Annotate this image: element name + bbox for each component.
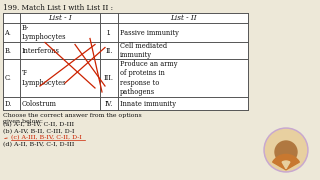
Wedge shape [273, 154, 299, 170]
Text: IV.: IV. [105, 100, 113, 107]
Text: Choose the correct answer from the options
given below:: Choose the correct answer from the optio… [3, 113, 142, 124]
Text: (b) A-IV, B-II, C-III, D-I: (b) A-IV, B-II, C-III, D-I [3, 129, 75, 134]
Text: 199. Match List I with List II :: 199. Match List I with List II : [3, 4, 113, 12]
Text: Colostrum: Colostrum [22, 100, 57, 107]
Text: B-
Lymphocytes: B- Lymphocytes [22, 24, 67, 41]
Text: Innate immunity: Innate immunity [120, 100, 176, 107]
Text: (d) A-II, B-IV, C-I, D-III: (d) A-II, B-IV, C-I, D-III [3, 141, 74, 147]
Text: List - II: List - II [170, 14, 196, 22]
Text: A.: A. [4, 28, 12, 37]
Text: Cell mediated
immunity: Cell mediated immunity [120, 42, 167, 59]
Bar [3, 13, 248, 110]
Text: II.: II. [105, 46, 113, 55]
Text: (c) A-III, B-IV, C-II, D-I: (c) A-III, B-IV, C-II, D-I [11, 135, 82, 140]
Wedge shape [282, 161, 290, 169]
Circle shape [264, 128, 308, 172]
Text: C.: C. [4, 74, 12, 82]
Text: Passive immunity: Passive immunity [120, 28, 179, 37]
Text: Produce an army
of proteins in
response to
pathogens: Produce an army of proteins in response … [120, 60, 178, 96]
Text: D.: D. [4, 100, 12, 107]
Text: T-
Lymphocytes: T- Lymphocytes [22, 69, 67, 87]
Circle shape [266, 129, 307, 170]
Text: (a) A-I, B-IV, C-II, D-III: (a) A-I, B-IV, C-II, D-III [3, 122, 74, 127]
Text: I.: I. [107, 28, 111, 37]
Text: B.: B. [4, 46, 12, 55]
Circle shape [275, 141, 297, 163]
Text: List - I: List - I [48, 14, 72, 22]
Text: Interferons: Interferons [22, 46, 60, 55]
Text: III.: III. [104, 74, 114, 82]
